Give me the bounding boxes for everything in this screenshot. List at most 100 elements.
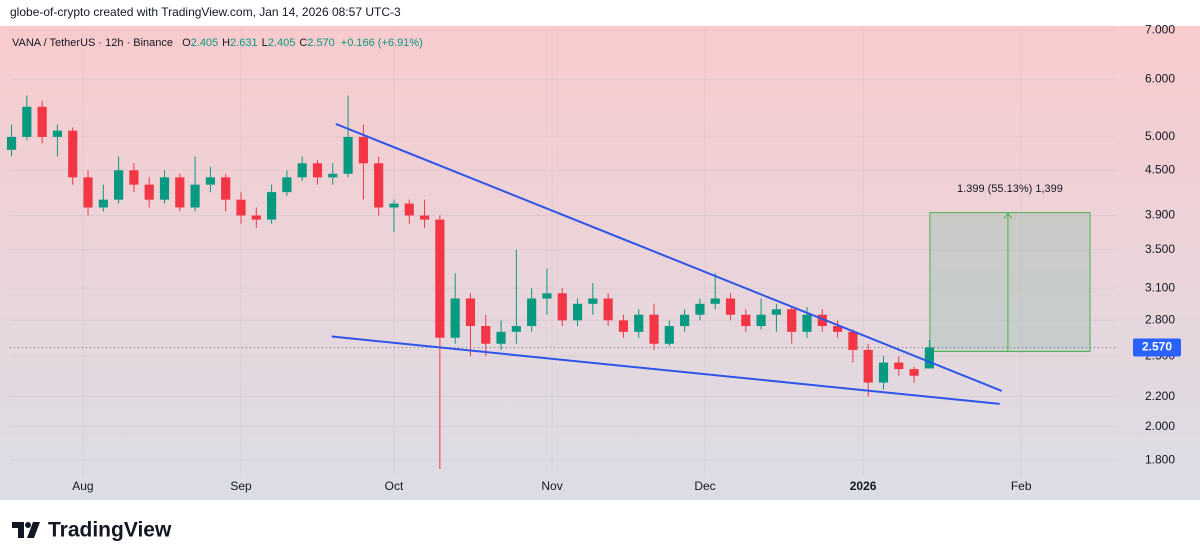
candle-body [695, 303, 705, 315]
ohlc-value: 2.405 [191, 37, 219, 49]
measure-arrow-head [1003, 212, 1013, 219]
y-tick-label: 2.200 [1145, 389, 1175, 403]
candle-body [588, 298, 598, 304]
candle-body [894, 362, 904, 370]
x-tick-label: Dec [694, 479, 715, 493]
candle-body [649, 314, 659, 344]
candle-body [114, 170, 124, 200]
legend: VANA / TetherUS · 12h · Binance O2.405 H2… [12, 37, 423, 49]
candle-body [863, 349, 873, 383]
candle-body [205, 177, 215, 185]
candle-body [98, 199, 108, 208]
candle-body [358, 136, 368, 164]
ohlc-label: O [182, 37, 191, 49]
y-tick-label: 4.500 [1145, 162, 1175, 176]
candle-body [572, 303, 583, 321]
measure-label: 1.399 (55.13%) 1,399 [957, 183, 1063, 195]
candle-body [83, 177, 93, 208]
candle-body [634, 314, 644, 332]
candle-body [909, 369, 919, 376]
candle-body [833, 326, 843, 332]
candle-body [787, 309, 797, 332]
candle-body [924, 347, 934, 369]
candle-body [6, 136, 17, 150]
candle-body [542, 293, 552, 299]
ohlc-label: H [222, 37, 230, 49]
trendline [335, 122, 1003, 392]
y-tick-label: 7.000 [1145, 23, 1175, 37]
y-tick-label: 5.000 [1145, 129, 1175, 143]
candle-body [129, 170, 139, 185]
x-tick-label: Oct [385, 479, 404, 493]
y-tick-label: 3.100 [1145, 280, 1175, 294]
candle-body [328, 173, 338, 178]
y-tick-label: 3.900 [1145, 208, 1175, 222]
candle-body [771, 309, 782, 315]
candle-body [282, 177, 292, 193]
candle-body [68, 130, 78, 178]
candle-body [802, 314, 812, 332]
ohlc-label: L [262, 37, 268, 49]
candle-body [221, 177, 231, 200]
candle-body [175, 177, 185, 208]
candle-body [848, 331, 858, 350]
measure-box [929, 212, 1091, 353]
candle-body [22, 106, 32, 137]
x-tick-label: Feb [1011, 479, 1032, 493]
candle-body [37, 106, 47, 137]
x-tick-label: 2026 [850, 479, 877, 493]
y-tick-label: 2.000 [1145, 419, 1175, 433]
change: +0.166 (+6.91%) [341, 37, 423, 49]
x-tick-label: Sep [230, 479, 252, 493]
candle-body [297, 163, 307, 178]
x-tick-label: Aug [72, 479, 93, 493]
candle-body [343, 136, 353, 174]
candle-body [52, 130, 63, 137]
candle-body [389, 203, 399, 208]
x-tick-label: Nov [541, 479, 562, 493]
y-tick-label: 1.800 [1145, 452, 1175, 466]
candle-body [374, 163, 384, 208]
candle-body [465, 298, 476, 327]
symbol: VANA / TetherUS · 12h · Binance [12, 37, 173, 49]
plot [6, 26, 1115, 475]
candle-body [557, 293, 567, 321]
candle-body [267, 192, 277, 220]
candle-body [496, 331, 506, 344]
candle-body [511, 326, 521, 332]
price-label-box [1133, 338, 1181, 357]
candle-body [664, 326, 674, 344]
candle-body [756, 314, 766, 327]
candle-body [603, 298, 613, 321]
ohlc-value: 2.405 [268, 37, 296, 49]
candle-body [817, 314, 827, 327]
candle-body [312, 163, 323, 178]
candle-body [435, 219, 445, 338]
candle-body [710, 298, 720, 304]
y-tick-label: 6.000 [1145, 71, 1175, 85]
candle-body [450, 298, 460, 338]
attribution: globe-of-crypto created with TradingView… [10, 5, 401, 19]
candle-body [741, 314, 751, 327]
candle-body [725, 298, 736, 315]
ohlc-value: 2.631 [230, 37, 258, 49]
y-tick-label: 3.500 [1145, 242, 1175, 256]
candle-body [527, 298, 537, 327]
candle-body [618, 320, 629, 332]
candle-body [236, 199, 246, 216]
candle-body [144, 184, 154, 200]
trendline [331, 335, 1000, 405]
ohlc-value: 2.570 [307, 37, 335, 49]
candle-body [680, 314, 690, 327]
ohlc-label: C [299, 37, 307, 49]
candle-body [251, 215, 261, 220]
candle-body [404, 203, 414, 216]
candle-body [878, 362, 889, 383]
candle-body [159, 177, 170, 200]
candle-body [190, 184, 200, 208]
candle-body [419, 215, 430, 220]
logo: TradingView [12, 519, 172, 542]
logo-text: TradingView [48, 519, 172, 542]
y-tick-label: 2.800 [1145, 313, 1175, 327]
